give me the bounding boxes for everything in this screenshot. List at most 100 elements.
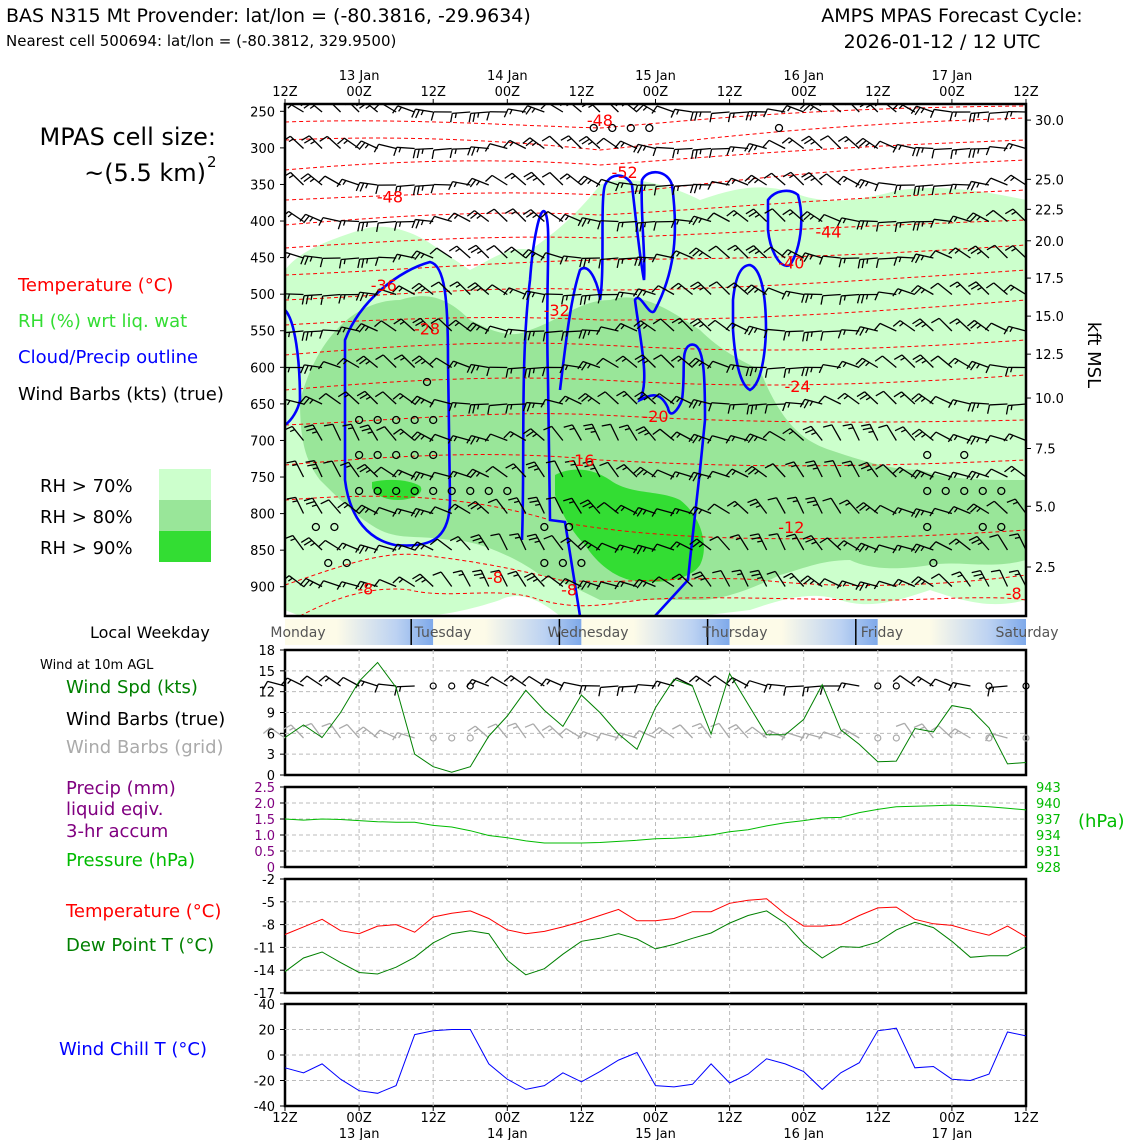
- wind-barb-feather: [699, 286, 705, 291]
- wind-barb-feather: [374, 320, 382, 328]
- wind-barb-feather: [529, 500, 539, 504]
- wind-barb-feather: [621, 258, 624, 264]
- wind-barb: [640, 320, 656, 332]
- wind-barb-feather: [545, 460, 555, 464]
- wind-barb-feather: [286, 253, 291, 259]
- wind-barb-feather: [357, 222, 361, 232]
- wind-barb-feather: [688, 247, 697, 255]
- wind-barb-feather: [985, 146, 991, 156]
- wind-barb-feather: [731, 364, 735, 371]
- wind-barb: [601, 178, 619, 186]
- legend-wind-barbs-grid: Wind Barbs (grid): [66, 737, 224, 758]
- pressure-tick-label: 500: [250, 288, 275, 303]
- wind-barb: [953, 215, 971, 223]
- wind-barb: [844, 392, 860, 405]
- wind-barb-feather: [398, 471, 403, 476]
- wind-barb-feather: [698, 361, 703, 367]
- wind-barb: [772, 463, 786, 478]
- wind-barb-feather: [303, 579, 310, 588]
- wind-barb-feather: [847, 464, 853, 467]
- surface-wind-barb-feather: [892, 675, 901, 682]
- wind-barb: [581, 293, 600, 297]
- wind-barb: [416, 541, 434, 551]
- wind-barb: [826, 537, 842, 551]
- wind-barb-feather: [953, 435, 958, 441]
- wind-barb-feather: [970, 248, 979, 255]
- wind-barb-feather: [914, 509, 921, 518]
- wind-barb-feather: [510, 175, 516, 180]
- surface-wind-barb-feather: [633, 684, 639, 694]
- wind-barb: [679, 573, 693, 587]
- wind-barb-feather: [807, 500, 817, 504]
- wind-barb-feather: [1010, 176, 1015, 182]
- wind-barb: [623, 464, 638, 478]
- wind-10m-label: Wind at 10m AGL: [40, 658, 154, 673]
- wind-barb-feather: [307, 463, 317, 467]
- wind-barb: [730, 146, 749, 150]
- surface-wind-barb-feather: [559, 682, 565, 691]
- wind-barb-feather: [837, 135, 847, 142]
- wind-barb: [957, 281, 971, 295]
- wind-barb-feather: [749, 367, 754, 377]
- wind-barb-feather: [358, 324, 366, 333]
- surface-wind-barb-feather: [621, 686, 624, 692]
- wind-barb: [554, 497, 564, 514]
- wind-barb-feather: [837, 217, 843, 227]
- wind-barb-feather: [323, 423, 333, 427]
- wind-barb-feather: [820, 331, 824, 341]
- wind-barb-feather: [842, 423, 852, 427]
- wind-barb: [916, 469, 934, 478]
- weekday-segment: [729, 619, 878, 645]
- wind-barb-feather: [590, 467, 596, 470]
- grid-wind-barb-feather: [355, 726, 364, 733]
- legend-rh80: RH > 80%: [40, 507, 133, 528]
- calm-circle: [429, 450, 438, 460]
- wind-barb-feather: [706, 360, 714, 370]
- wind-barb-feather: [788, 211, 794, 216]
- wind-barb: [436, 538, 453, 551]
- wind-barb: [734, 244, 749, 259]
- wind-barb-feather: [559, 255, 565, 265]
- wind-barb: [508, 287, 527, 296]
- calm-circle: [373, 415, 382, 425]
- wind-barb-feather: [342, 582, 347, 588]
- wind-barb-feather: [373, 104, 381, 110]
- wind-barb-feather: [976, 363, 980, 369]
- wind-barb-feather: [855, 542, 862, 551]
- wind-barb-feather: [984, 435, 991, 444]
- wind-barb-feather: [336, 542, 343, 551]
- calm-circle: [484, 486, 493, 496]
- wind-barb-feather: [748, 247, 757, 254]
- wind-barb-feather: [504, 246, 512, 254]
- wind-barb-feather: [466, 210, 475, 217]
- upper-air-wind-barbs: [285, 104, 1026, 591]
- wind-barb-feather: [865, 328, 869, 334]
- wind-barb: [564, 213, 582, 223]
- wind-barb-feather: [966, 319, 975, 327]
- wind-barb-feather: [525, 250, 533, 259]
- wind-barb-feather: [466, 468, 474, 477]
- wind-barb-feather: [531, 108, 536, 113]
- wind-barb-feather: [931, 149, 935, 159]
- wind-barb-feather: [305, 500, 315, 505]
- wind-barb-feather: [634, 185, 639, 195]
- wind-barb-feather: [976, 182, 980, 188]
- wind-barb: [285, 475, 286, 477]
- wind-barb-feather: [819, 135, 829, 141]
- legend-wind-spd: Wind Spd (kts): [66, 677, 198, 698]
- wind-barb-feather: [966, 361, 973, 370]
- wind-barb: [438, 281, 453, 295]
- wind-barb-feather: [398, 254, 402, 260]
- wind-barb-feather: [579, 295, 583, 305]
- wind-barb-feather: [511, 211, 517, 215]
- wind-barb-feather: [310, 331, 313, 337]
- y-tick-label: 1.5: [254, 813, 275, 828]
- wind-barb-feather: [596, 137, 605, 145]
- wind-barb-feather: [911, 147, 917, 157]
- wind-barb-feather: [632, 507, 640, 516]
- surface-wind-barb: [287, 677, 304, 687]
- wind-barb-feather: [306, 427, 316, 432]
- wind-barb-feather: [414, 543, 422, 551]
- wind-barb-feather: [843, 395, 849, 400]
- wind-barb: [516, 497, 527, 514]
